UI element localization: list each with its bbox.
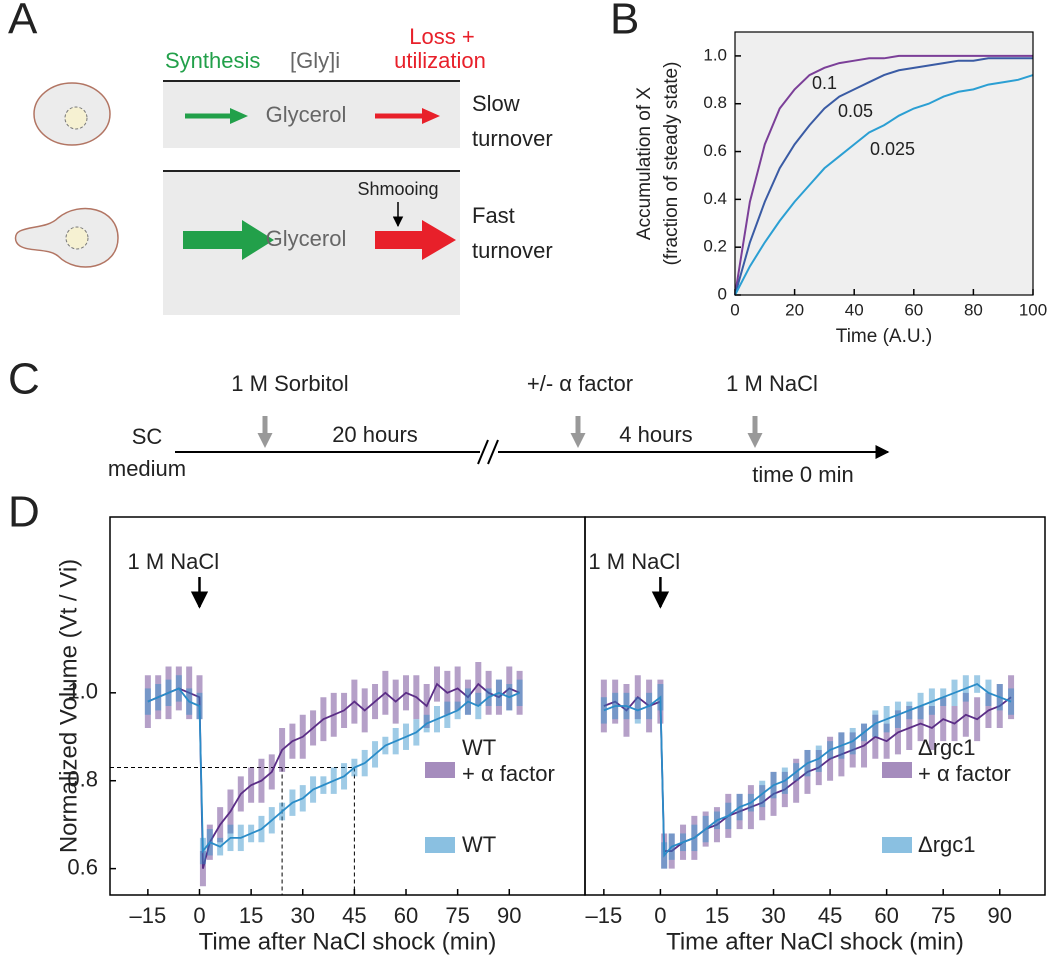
x-tick-label: –15 <box>130 903 167 928</box>
x-tick-label: 45 <box>342 903 366 928</box>
panel-label: B <box>610 0 639 44</box>
x-axis-title: Time after NaCl shock (min) <box>666 928 964 955</box>
legend-swatch <box>882 837 912 853</box>
timeline-start: medium <box>108 456 186 481</box>
panel-label: D <box>8 488 40 537</box>
x-tick-label: 30 <box>291 903 315 928</box>
x-tick-label: 20 <box>785 300 804 319</box>
break <box>477 439 489 465</box>
plot-frame <box>584 516 1046 896</box>
timeline-start: SC <box>132 424 163 449</box>
legend-swatch <box>425 762 455 778</box>
header-loss: utilization <box>394 48 486 73</box>
series-line <box>147 682 520 869</box>
row-label: turnover <box>472 238 553 263</box>
legend-label: WT + α factor <box>462 735 555 786</box>
series-label: 0.05 <box>838 101 873 121</box>
y-tick-label: 0.8 <box>67 767 98 792</box>
legend-swatch <box>882 762 912 778</box>
y-tick-label: 0.2 <box>703 237 727 256</box>
plot-frame <box>734 31 1034 296</box>
y-tick-label: 0.6 <box>67 854 98 879</box>
x-tick-label: 15 <box>705 903 729 928</box>
y-tick-label: 1.0 <box>67 679 98 704</box>
x-tick-label: 0 <box>730 300 739 319</box>
row-label: Slow <box>472 91 520 116</box>
metabolite: Glycerol <box>266 226 347 251</box>
y-axis-title: Accumulation of X <box>634 87 655 240</box>
y-tick-label: 0.6 <box>703 141 727 160</box>
y-tick-label: 1.0 <box>703 45 727 64</box>
panel-label: A <box>8 0 38 44</box>
x-tick-label: 80 <box>964 300 983 319</box>
annotation: 1 M NaCl <box>588 549 680 574</box>
x-tick-label: 30 <box>761 903 785 928</box>
x-tick-label: 45 <box>818 903 842 928</box>
header-loss: Loss + <box>409 24 474 49</box>
event-label: 1 M NaCl <box>726 371 818 396</box>
arrow-head <box>230 108 248 124</box>
x-tick-label: 90 <box>497 903 521 928</box>
x-tick-label: 60 <box>874 903 898 928</box>
interval-label: 4 hours <box>619 422 692 447</box>
x-tick-label: 90 <box>988 903 1012 928</box>
break <box>487 439 499 465</box>
x-tick-label: 40 <box>845 300 864 319</box>
arrow-big <box>183 220 274 260</box>
row-label: Fast <box>472 203 515 228</box>
x-tick-label: 60 <box>904 300 923 319</box>
plot-background <box>735 32 1033 295</box>
annotation: 1 M NaCl <box>127 549 219 574</box>
metabolite: Glycerol <box>266 102 347 127</box>
event-label: +/- α factor <box>527 371 633 396</box>
x-tick-label: 15 <box>239 903 263 928</box>
x-axis-title: Time after NaCl shock (min) <box>199 928 497 955</box>
legend-swatch <box>425 837 455 853</box>
series-line <box>734 74 1034 296</box>
row-label: turnover <box>472 126 553 151</box>
panel-label: C <box>8 355 40 404</box>
series-line <box>734 57 1033 296</box>
x-axis-title: Time (A.U.) <box>836 326 932 347</box>
header-pool: [Gly]i <box>290 48 340 73</box>
header-synthesis: Synthesis <box>165 48 260 73</box>
legend-label: WT <box>462 832 497 857</box>
y-tick-label: 0.4 <box>703 189 727 208</box>
arrow-head <box>422 108 440 124</box>
series-line <box>603 695 1012 852</box>
series-line <box>147 687 520 854</box>
x-tick-label: 75 <box>931 903 955 928</box>
note: Shmooing <box>357 179 438 199</box>
x-tick-label: 60 <box>394 903 418 928</box>
y-axis-title: Normalized Volume (Vt / Vi) <box>55 559 82 853</box>
series-label: 0.1 <box>812 73 837 93</box>
legend-label: Δrgc1 + α factor <box>918 735 1011 786</box>
x-tick-label: 75 <box>445 903 469 928</box>
y-tick-label: 0 <box>718 284 727 303</box>
series-line <box>734 54 1033 296</box>
y-tick-label: 0.8 <box>703 93 727 112</box>
x-tick-label: –15 <box>585 903 622 928</box>
legend-label: Δrgc1 <box>918 832 976 857</box>
series-label: 0.025 <box>870 139 915 159</box>
y-axis-title: (fraction of steady state) <box>661 62 682 266</box>
event-label: 1 M Sorbitol <box>231 371 348 396</box>
x-tick-label: 0 <box>193 903 205 928</box>
x-tick-label: 0 <box>654 903 666 928</box>
timeline-end: time 0 min <box>752 462 853 487</box>
series-line <box>603 682 1012 858</box>
cell-diagram <box>14 82 119 268</box>
interval-label: 20 hours <box>332 422 418 447</box>
x-tick-label: 100 <box>1019 300 1047 319</box>
arrow-big <box>375 220 456 260</box>
